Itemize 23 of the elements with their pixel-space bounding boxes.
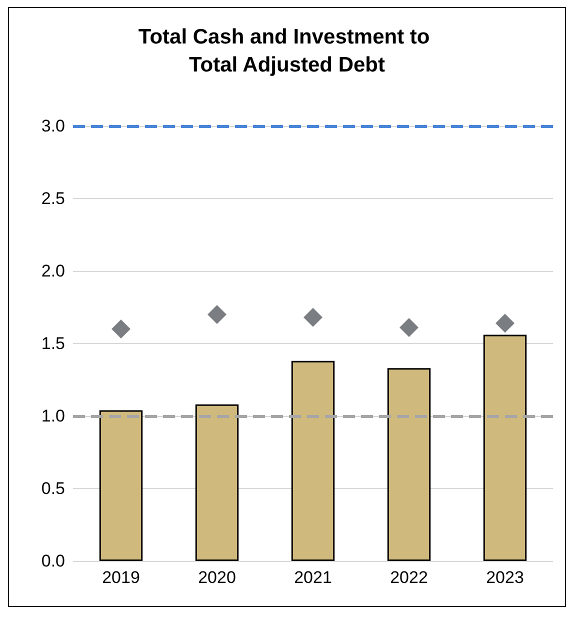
y-tick-label: 0.0 bbox=[41, 552, 65, 570]
point bbox=[208, 305, 226, 324]
x-tick-label: 2019 bbox=[102, 568, 140, 587]
y-tick-label: 2.0 bbox=[41, 262, 65, 280]
bar bbox=[99, 410, 143, 561]
x-tick-label: 2022 bbox=[390, 568, 428, 587]
bar bbox=[195, 404, 239, 561]
chart-title: Total Cash and Investment to Total Adjusted Debt bbox=[138, 26, 436, 76]
y-tick-label: 0.5 bbox=[41, 479, 65, 498]
point bbox=[304, 308, 322, 327]
y-tick-label: 1.5 bbox=[41, 334, 65, 353]
bar bbox=[483, 334, 527, 561]
x-tick-label: 2021 bbox=[294, 568, 332, 587]
y-tick-label: 2.5 bbox=[41, 189, 65, 208]
x-tick-label: 2020 bbox=[198, 568, 236, 587]
point bbox=[112, 320, 130, 338]
point bbox=[400, 318, 418, 338]
y-tick-label: 3.0 bbox=[41, 116, 65, 136]
bar bbox=[387, 368, 431, 561]
point bbox=[496, 314, 514, 333]
bar bbox=[291, 360, 335, 561]
y-tick-label: 1.0 bbox=[41, 406, 65, 426]
x-tick-label: 2023 bbox=[486, 568, 524, 587]
